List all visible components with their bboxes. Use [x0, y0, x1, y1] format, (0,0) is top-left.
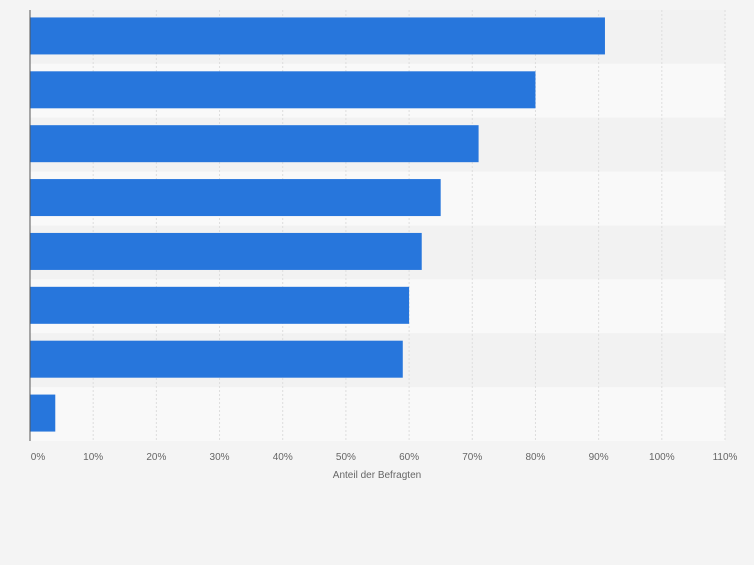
- bar[interactable]: [30, 286, 410, 324]
- x-tick-label: 40%: [273, 452, 293, 463]
- x-tick-label: 50%: [336, 452, 356, 463]
- bar[interactable]: [30, 125, 479, 163]
- bar[interactable]: [30, 179, 441, 217]
- bar[interactable]: [30, 232, 422, 270]
- bars: [30, 17, 605, 432]
- x-tick-label: 90%: [589, 452, 609, 463]
- x-tick-label: 100%: [649, 452, 675, 463]
- bar[interactable]: [30, 340, 403, 378]
- x-axis-label: Anteil der Befragten: [333, 470, 421, 481]
- x-tick-label: 60%: [399, 452, 419, 463]
- x-tick-label: 70%: [462, 452, 482, 463]
- bar[interactable]: [30, 394, 56, 432]
- x-tick-label: 80%: [525, 452, 545, 463]
- x-tick-label: 0%: [31, 452, 46, 463]
- bar[interactable]: [30, 71, 536, 109]
- x-tick-labels: 0% 10% 20% 30% 40% 50% 60% 70% 80% 90% 100% 110%: [31, 452, 738, 463]
- row-band: [30, 387, 725, 441]
- x-tick-label: 10%: [83, 452, 103, 463]
- x-tick-label: 20%: [146, 452, 166, 463]
- x-tick-label: 30%: [210, 452, 230, 463]
- x-tick-label: 110%: [713, 452, 738, 463]
- bar[interactable]: [30, 17, 605, 55]
